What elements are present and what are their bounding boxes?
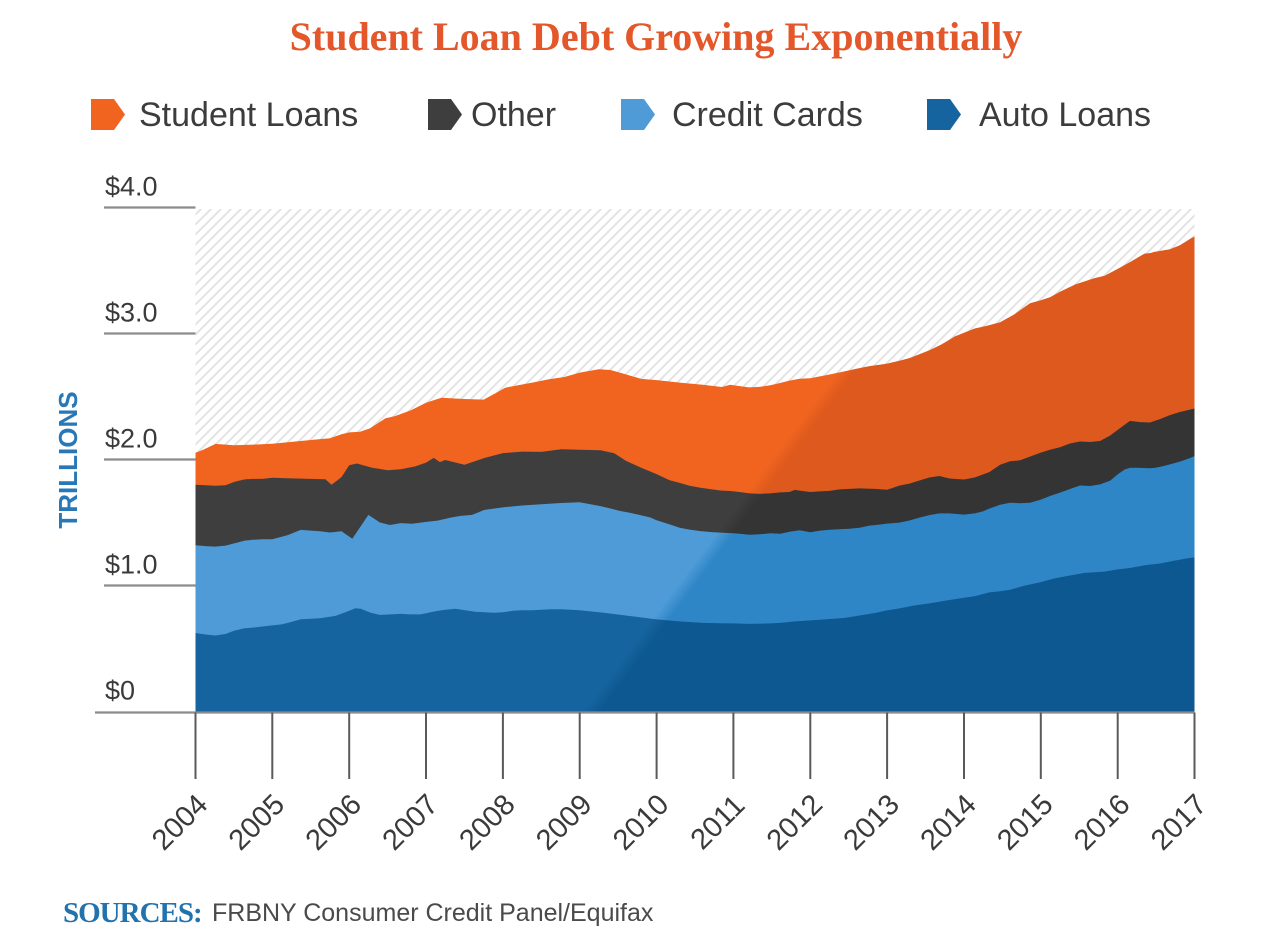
svg-text:$4.0: $4.0 (105, 172, 158, 202)
svg-text:SOURCES:: SOURCES: (63, 897, 202, 929)
svg-text:FRBNY Consumer Credit Panel/Eq: FRBNY Consumer Credit Panel/Equifax (212, 899, 654, 927)
svg-text:$2.0: $2.0 (105, 424, 158, 454)
svg-text:Other: Other (471, 96, 556, 134)
svg-text:$0: $0 (105, 676, 135, 706)
svg-text:Credit Cards: Credit Cards (672, 96, 863, 134)
svg-text:Student Loans: Student Loans (139, 96, 358, 134)
svg-text:Auto Loans: Auto Loans (979, 96, 1151, 134)
svg-text:Student Loan Debt Growing Expo: Student Loan Debt Growing Exponentially (290, 14, 1023, 59)
svg-text:$1.0: $1.0 (105, 550, 158, 580)
svg-text:$3.0: $3.0 (105, 298, 158, 328)
svg-text:TRILLIONS: TRILLIONS (53, 391, 83, 528)
